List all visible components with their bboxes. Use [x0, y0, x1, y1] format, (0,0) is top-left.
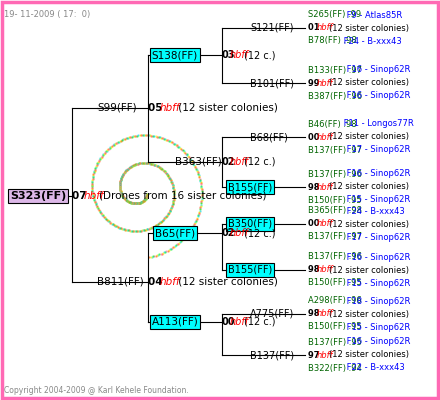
Text: 98: 98 — [308, 266, 323, 274]
Text: hbff: hbff — [229, 157, 249, 167]
Text: F15 - Sinop62R: F15 - Sinop62R — [344, 278, 410, 288]
Text: 03: 03 — [222, 50, 235, 60]
Text: S265(FF) .99: S265(FF) .99 — [308, 10, 361, 20]
Text: B155(FF): B155(FF) — [228, 182, 272, 192]
Text: B101(FF): B101(FF) — [250, 78, 294, 88]
Text: B137(FF): B137(FF) — [250, 350, 294, 360]
Text: F16 - Sinop62R: F16 - Sinop62R — [344, 170, 411, 178]
Text: B137(FF) .96: B137(FF) .96 — [308, 170, 362, 178]
Text: 04: 04 — [148, 277, 166, 287]
Text: (12 sister colonies): (12 sister colonies) — [329, 350, 409, 360]
Text: B137(FF) .97: B137(FF) .97 — [308, 146, 362, 154]
Text: F16 - Sinop62R: F16 - Sinop62R — [344, 92, 411, 100]
Text: hbff: hbff — [317, 350, 334, 360]
Text: B350(FF): B350(FF) — [228, 219, 272, 229]
Text: hbff: hbff — [160, 277, 180, 287]
Text: (12 sister colonies): (12 sister colonies) — [329, 220, 409, 228]
Text: F24 - B-xxx43: F24 - B-xxx43 — [341, 36, 402, 46]
Text: F15 - Sinop62R: F15 - Sinop62R — [344, 196, 410, 204]
Text: (12 sister colonies): (12 sister colonies) — [175, 103, 278, 113]
Text: F16 - Sinop62R: F16 - Sinop62R — [344, 252, 411, 262]
Text: B811(FF): B811(FF) — [97, 277, 144, 287]
Text: hbff: hbff — [317, 24, 334, 32]
Text: B65(FF): B65(FF) — [155, 228, 195, 238]
Text: 00: 00 — [308, 220, 323, 228]
Text: B46(FF) .98: B46(FF) .98 — [308, 120, 357, 128]
Text: (12 sister colonies): (12 sister colonies) — [329, 78, 409, 88]
Text: hbff: hbff — [229, 50, 249, 60]
Text: hbff: hbff — [84, 191, 104, 201]
Text: 98: 98 — [308, 310, 323, 318]
Text: 97: 97 — [308, 350, 323, 360]
Text: S138(FF): S138(FF) — [152, 50, 198, 60]
Text: 05: 05 — [148, 103, 166, 113]
Text: A113(FF): A113(FF) — [152, 317, 198, 327]
Text: hbff: hbff — [317, 310, 334, 318]
Text: 07: 07 — [72, 191, 90, 201]
Text: hbff: hbff — [160, 103, 180, 113]
Text: 02: 02 — [222, 157, 235, 167]
Text: F16 - Sinop62R: F16 - Sinop62R — [344, 338, 411, 346]
Text: B137(FF) .97: B137(FF) .97 — [308, 232, 362, 242]
Text: (12 c.): (12 c.) — [244, 50, 275, 60]
Text: (12 c.): (12 c.) — [244, 157, 275, 167]
Text: B78(FF) .98: B78(FF) .98 — [308, 36, 357, 46]
Text: hbff: hbff — [317, 182, 334, 192]
Text: F18 - Sinop62R: F18 - Sinop62R — [344, 296, 411, 306]
Text: S121(FF): S121(FF) — [250, 23, 293, 33]
Text: B155(FF): B155(FF) — [228, 265, 272, 275]
Text: hbff: hbff — [317, 220, 334, 228]
Text: 02: 02 — [222, 228, 235, 238]
Text: hbff: hbff — [317, 132, 334, 142]
Text: F17 - Sinop62R: F17 - Sinop62R — [344, 232, 411, 242]
Text: (12 sister colonies): (12 sister colonies) — [329, 24, 409, 32]
Text: hbff: hbff — [229, 228, 249, 238]
Text: B363(FF): B363(FF) — [175, 157, 222, 167]
Text: S99(FF): S99(FF) — [97, 103, 137, 113]
Text: F22 - B-xxx43: F22 - B-xxx43 — [344, 364, 405, 372]
Text: 19- 11-2009 ( 17:  0): 19- 11-2009 ( 17: 0) — [4, 10, 90, 19]
Text: F16 - Sinop62R: F16 - Sinop62R — [344, 66, 411, 74]
Text: 98: 98 — [308, 182, 323, 192]
Text: (12 sister colonies): (12 sister colonies) — [329, 182, 409, 192]
Text: (12 sister colonies): (12 sister colonies) — [329, 266, 409, 274]
Text: (12 sister colonies): (12 sister colonies) — [329, 310, 409, 318]
Text: F11 - Longos77R: F11 - Longos77R — [341, 120, 414, 128]
Text: hbff: hbff — [229, 317, 249, 327]
Text: B133(FF) .97: B133(FF) .97 — [308, 66, 362, 74]
Text: B137(FF) .95: B137(FF) .95 — [308, 338, 362, 346]
Text: 01: 01 — [308, 24, 323, 32]
Text: A775(FF): A775(FF) — [250, 309, 294, 319]
Text: B365(FF) .98: B365(FF) .98 — [308, 206, 362, 216]
Text: Copyright 2004-2009 @ Karl Kehele Foundation.: Copyright 2004-2009 @ Karl Kehele Founda… — [4, 386, 189, 395]
Text: B150(FF) .95: B150(FF) .95 — [308, 322, 362, 332]
Text: B387(FF) .96: B387(FF) .96 — [308, 92, 362, 100]
Text: (12 sister colonies): (12 sister colonies) — [329, 132, 409, 142]
Text: (12 c.): (12 c.) — [244, 317, 275, 327]
Text: B137(FF) .96: B137(FF) .96 — [308, 252, 362, 262]
Text: 00: 00 — [222, 317, 235, 327]
Text: (12 sister colonies): (12 sister colonies) — [175, 277, 278, 287]
Text: S323(FF): S323(FF) — [10, 191, 66, 201]
Text: F15 - Sinop62R: F15 - Sinop62R — [344, 322, 410, 332]
Text: A298(FF) .96: A298(FF) .96 — [308, 296, 362, 306]
Text: hbff: hbff — [317, 78, 334, 88]
Text: F17 - Sinop62R: F17 - Sinop62R — [344, 146, 411, 154]
Text: hbff: hbff — [317, 266, 334, 274]
Text: 00: 00 — [308, 132, 323, 142]
Text: B68(FF): B68(FF) — [250, 132, 288, 142]
Text: (Drones from 16 sister colonies): (Drones from 16 sister colonies) — [99, 191, 267, 201]
Text: B322(FF) .94: B322(FF) .94 — [308, 364, 362, 372]
Text: F24 - B-xxx43: F24 - B-xxx43 — [344, 206, 405, 216]
Text: 99: 99 — [308, 78, 323, 88]
Text: (12 c.): (12 c.) — [244, 228, 275, 238]
Text: F9 - Atlas85R: F9 - Atlas85R — [344, 10, 402, 20]
Text: B150(FF) .95: B150(FF) .95 — [308, 278, 362, 288]
Text: B150(FF) .95: B150(FF) .95 — [308, 196, 362, 204]
